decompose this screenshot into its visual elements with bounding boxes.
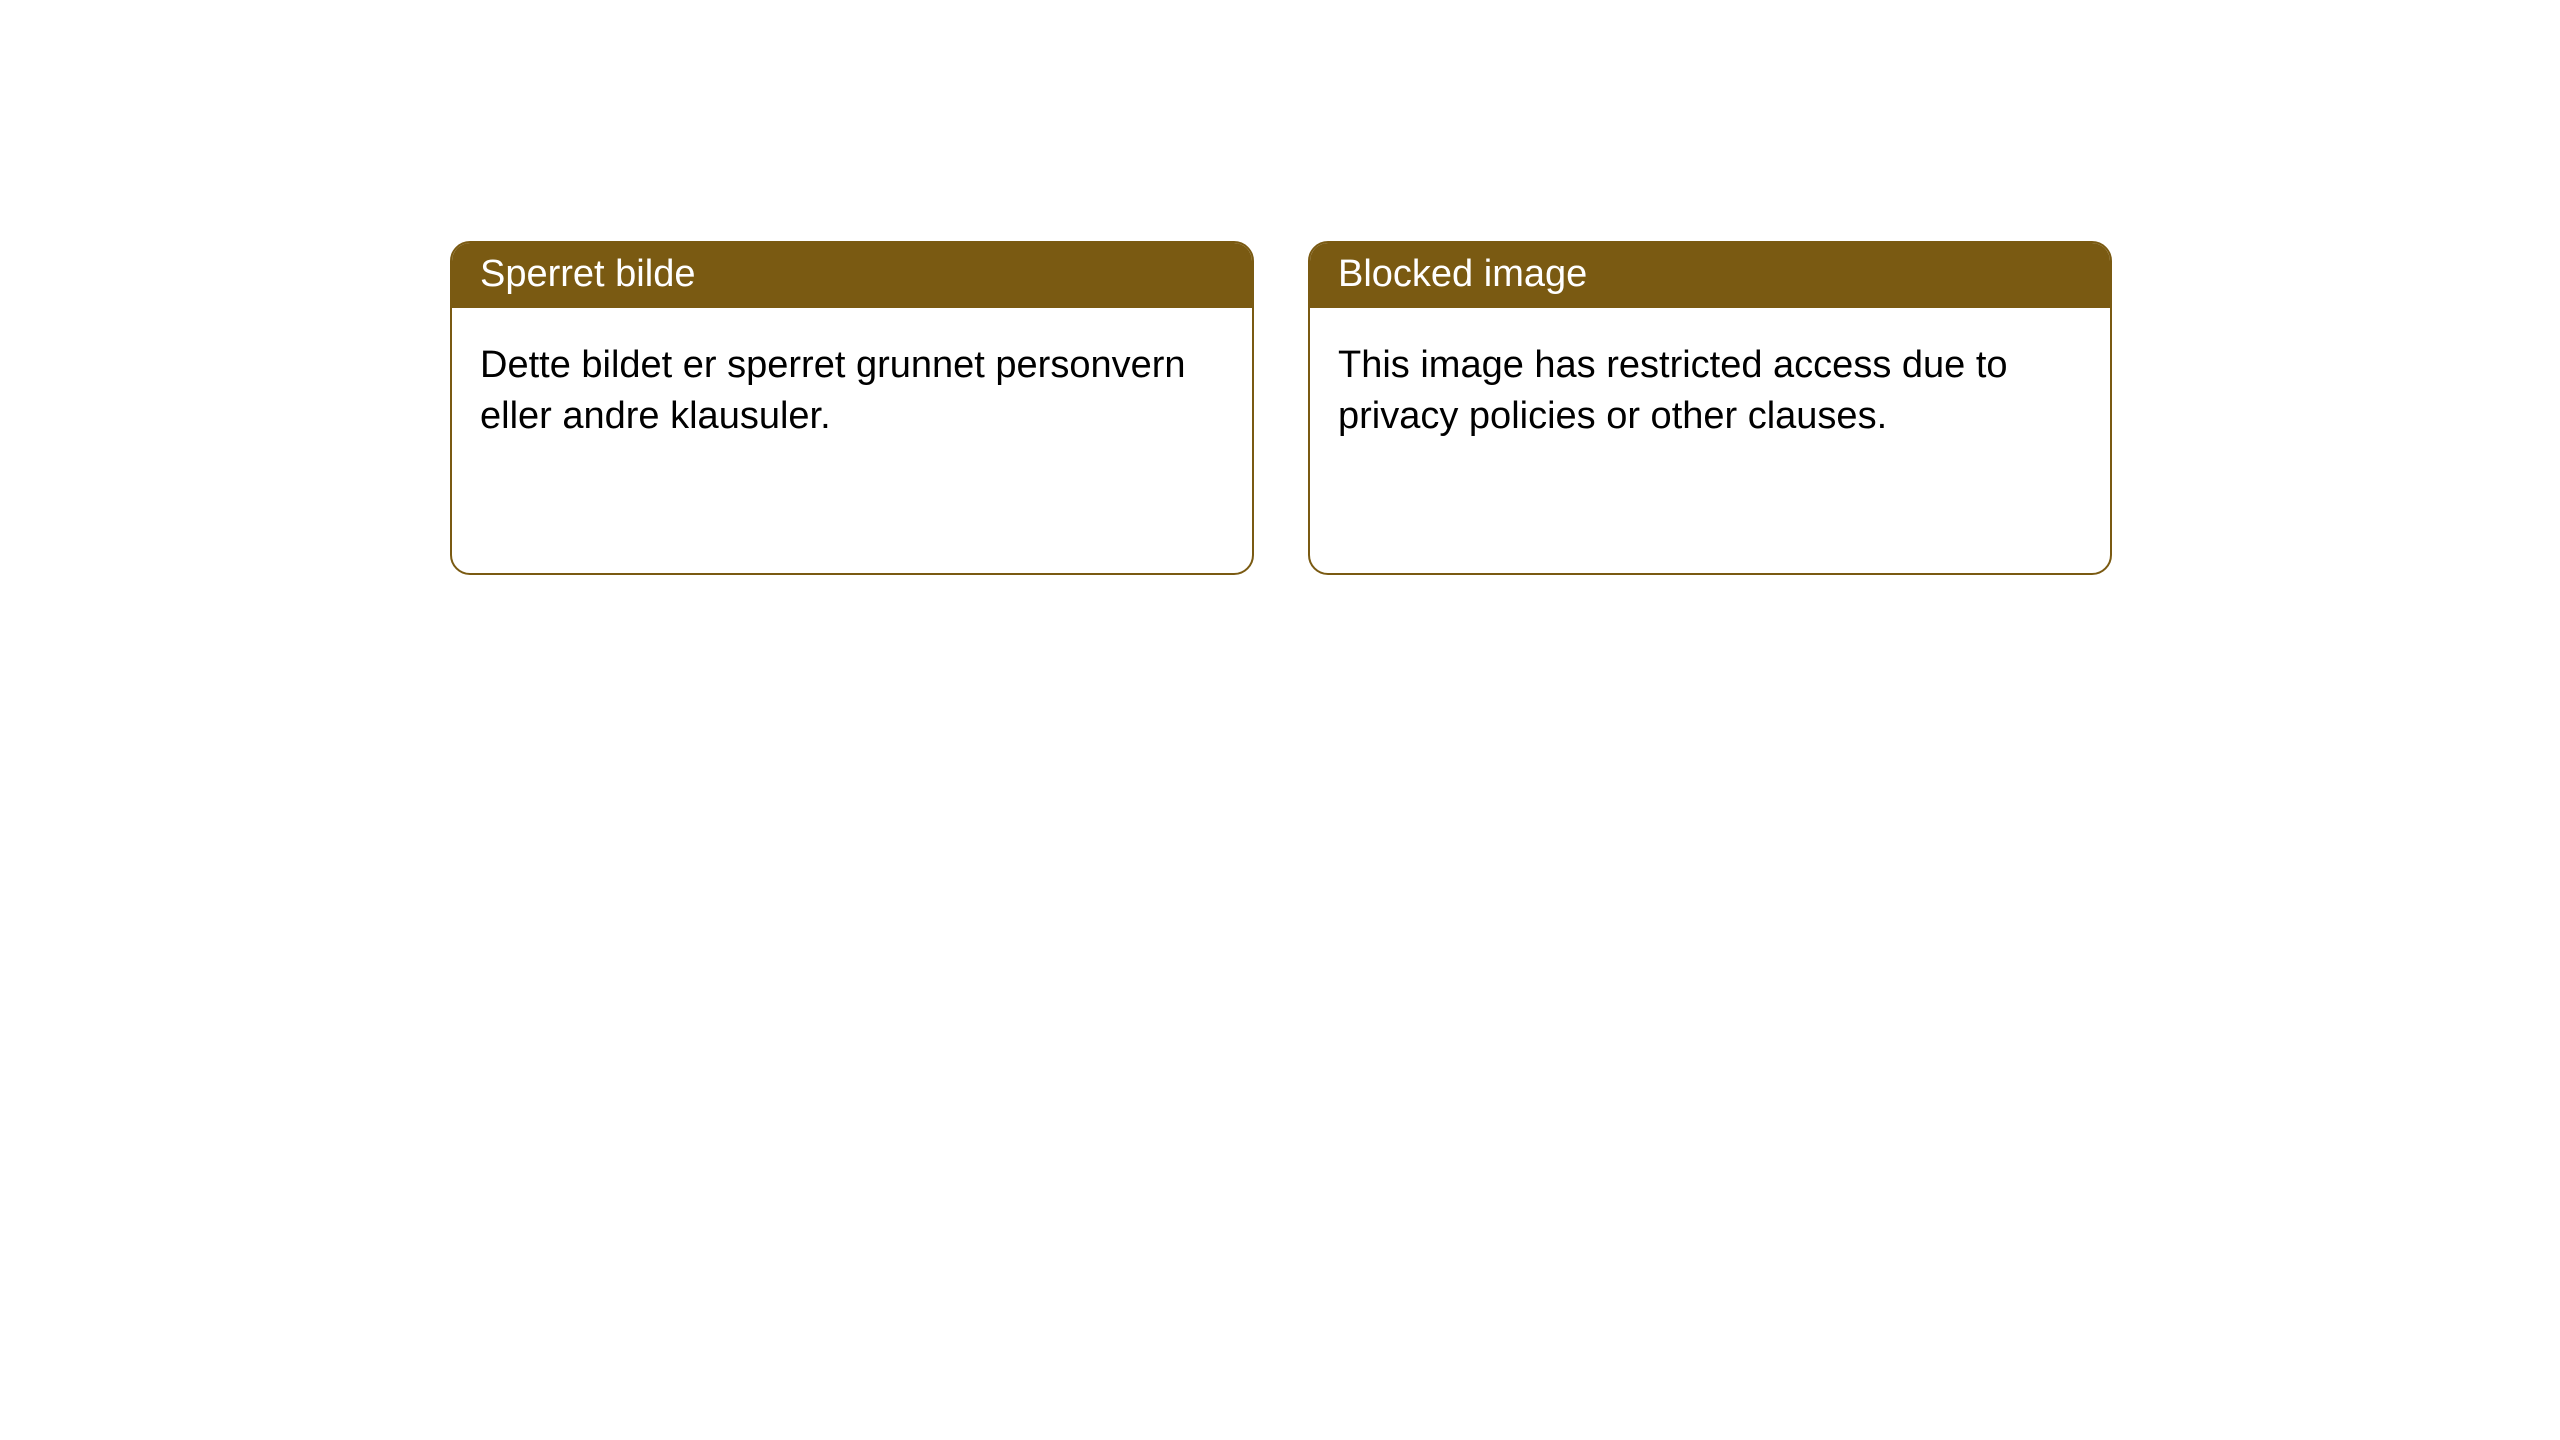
blocked-image-card-no: Sperret bilde Dette bildet er sperret gr… xyxy=(450,241,1254,575)
card-title-no: Sperret bilde xyxy=(452,243,1252,308)
card-title-en: Blocked image xyxy=(1310,243,2110,308)
notice-container: Sperret bilde Dette bildet er sperret gr… xyxy=(0,0,2560,575)
card-body-en: This image has restricted access due to … xyxy=(1310,308,2110,474)
blocked-image-card-en: Blocked image This image has restricted … xyxy=(1308,241,2112,575)
card-body-no: Dette bildet er sperret grunnet personve… xyxy=(452,308,1252,474)
